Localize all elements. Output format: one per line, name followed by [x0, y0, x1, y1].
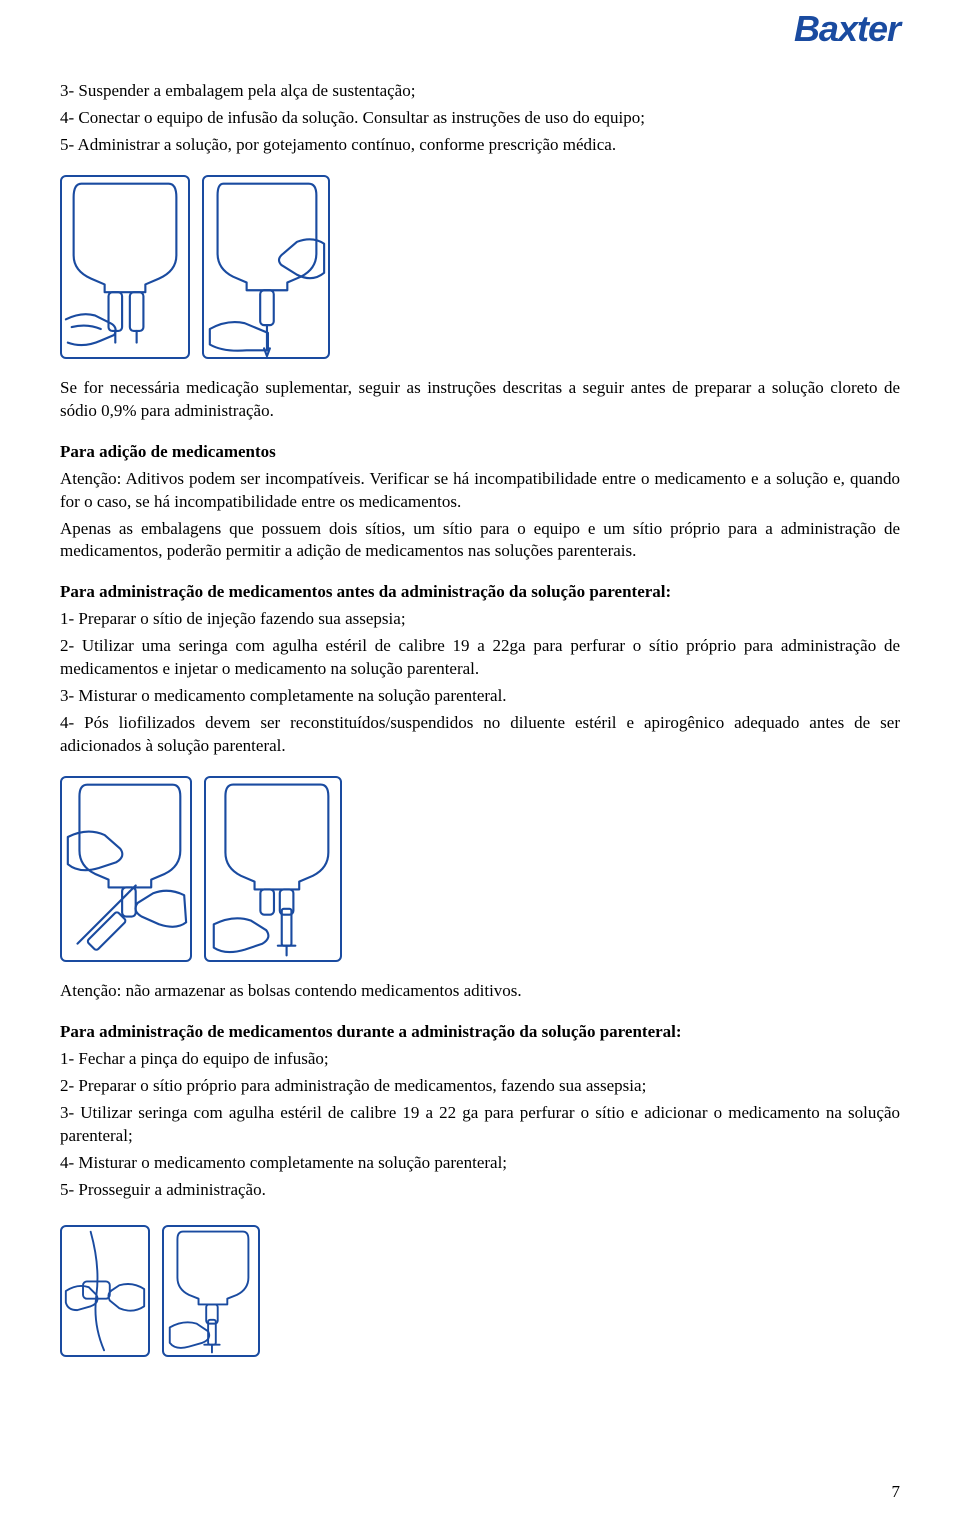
meds-body: Atenção: Aditivos podem ser incompatívei… — [60, 468, 900, 514]
before-line: 2- Utilizar uma seringa com agulha estér… — [60, 635, 900, 681]
illustration-syringe-small — [162, 1225, 260, 1357]
intro-block: 3- Suspender a embalagem pela alça de su… — [60, 80, 900, 157]
illustration-syringe-inject — [60, 776, 192, 962]
before-heading: Para administração de medicamentos antes… — [60, 581, 900, 604]
during-line: 2- Preparar o sítio próprio para adminis… — [60, 1075, 900, 1098]
page-content: 3- Suspender a embalagem pela alça de su… — [60, 20, 900, 1357]
intro-line: 3- Suspender a embalagem pela alça de su… — [60, 80, 900, 103]
page-number: 7 — [892, 1482, 901, 1502]
attention-storage: Atenção: não armazenar as bolsas contend… — [60, 980, 900, 1003]
before-line: 1- Preparar o sítio de injeção fazendo s… — [60, 608, 900, 631]
intro-line: 4- Conectar o equipo de infusão da soluç… — [60, 107, 900, 130]
attention-storage-block: Atenção: não armazenar as bolsas contend… — [60, 980, 900, 1003]
meds-heading: Para adição de medicamentos — [60, 441, 900, 464]
figure-row-1 — [60, 175, 900, 359]
meds-body: Apenas as embalagens que possuem dois sí… — [60, 518, 900, 564]
brand-logo: Baxter — [794, 8, 900, 50]
figure-row-3 — [60, 1225, 900, 1357]
illustration-bag-ports — [60, 175, 190, 359]
supplementary-text: Se for necessária medicação suplementar,… — [60, 377, 900, 423]
before-line: 3- Misturar o medicamento completamente … — [60, 685, 900, 708]
intro-line: 5- Administrar a solução, por gotejament… — [60, 134, 900, 157]
illustration-clamp-tube — [60, 1225, 150, 1357]
illustration-syringe-bag — [204, 776, 342, 962]
before-block: Para administração de medicamentos antes… — [60, 581, 900, 758]
during-line: 1- Fechar a pinça do equipo de infusão; — [60, 1048, 900, 1071]
during-line: 3- Utilizar seringa com agulha estéril d… — [60, 1102, 900, 1148]
before-line: 4- Pós liofilizados devem ser reconstitu… — [60, 712, 900, 758]
supplementary-block: Se for necessária medicação suplementar,… — [60, 377, 900, 423]
during-line: 4- Misturar o medicamento completamente … — [60, 1152, 900, 1175]
during-heading: Para administração de medicamentos duran… — [60, 1021, 900, 1044]
illustration-spike-port — [202, 175, 330, 359]
during-line: 5- Prosseguir a administração. — [60, 1179, 900, 1202]
figure-row-2 — [60, 776, 900, 962]
during-block: Para administração de medicamentos duran… — [60, 1021, 900, 1202]
meds-block: Para adição de medicamentos Atenção: Adi… — [60, 441, 900, 564]
